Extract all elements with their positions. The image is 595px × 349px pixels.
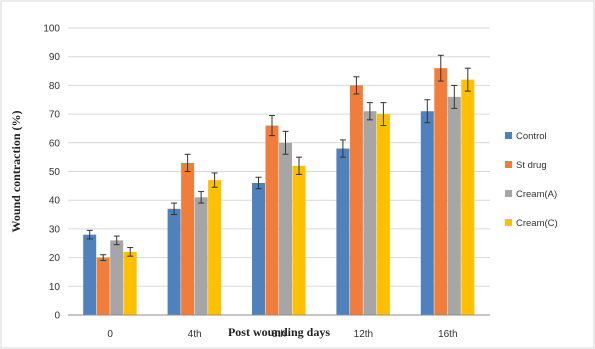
- bar: [447, 96, 461, 315]
- y-tick-label: 10: [49, 282, 61, 293]
- y-tick-label: 50: [49, 167, 61, 178]
- bar: [336, 148, 350, 315]
- bar: [252, 182, 265, 315]
- y-tick-label: 80: [49, 81, 61, 92]
- x-tick-label: 12th: [354, 329, 373, 340]
- y-tick-label: 100: [43, 24, 60, 35]
- y-tick-label: 60: [49, 138, 61, 149]
- gridlines: [68, 27, 490, 287]
- legend-swatch: [505, 132, 512, 139]
- legend-swatch: [505, 190, 512, 197]
- bar: [96, 257, 110, 315]
- bar: [123, 251, 137, 315]
- y-tick-label: 40: [49, 196, 61, 207]
- legend-label: Cream(C): [516, 218, 558, 229]
- bar: [292, 165, 306, 315]
- legend-label: Cream(A): [516, 189, 557, 200]
- legend-label: St drug: [516, 160, 547, 171]
- y-tick-label: 0: [54, 311, 60, 322]
- bar: [349, 85, 363, 316]
- bar: [83, 234, 97, 315]
- x-axis-title: Post wounding days: [228, 325, 330, 339]
- legend-swatch: [505, 219, 512, 226]
- x-tick-label: 0: [107, 329, 113, 340]
- legend-swatch: [505, 161, 512, 168]
- bar: [279, 142, 292, 315]
- bar: [181, 162, 195, 315]
- bar: [363, 111, 377, 315]
- bar: [194, 197, 208, 315]
- bar: [434, 68, 448, 316]
- y-axis-title: Wound contraction (%): [9, 110, 23, 232]
- y-tick-label: 90: [49, 52, 61, 63]
- legend-label: Control: [516, 131, 547, 142]
- y-tick-label: 20: [49, 253, 61, 264]
- x-tick-label: 8th: [272, 329, 286, 340]
- legend: Control St drug Cream(A) Cream(C): [505, 131, 558, 229]
- bar: [376, 114, 390, 315]
- y-tick-label: 30: [49, 224, 61, 235]
- x-tick-label: 4th: [188, 329, 202, 340]
- x-tick-label: 16th: [438, 329, 457, 340]
- bar: [208, 180, 222, 315]
- bar: [110, 240, 124, 315]
- bar: [420, 111, 434, 315]
- bar: [265, 125, 279, 315]
- bar: [461, 79, 475, 315]
- bars: [83, 54, 475, 316]
- x-tick-labels: 0 4th 8th 12th 16th: [107, 329, 457, 340]
- y-tick-labels: 0 10 20 30 40 50 60 70 80 90 100: [43, 24, 60, 322]
- bar: [167, 208, 181, 315]
- y-tick-label: 70: [49, 110, 61, 121]
